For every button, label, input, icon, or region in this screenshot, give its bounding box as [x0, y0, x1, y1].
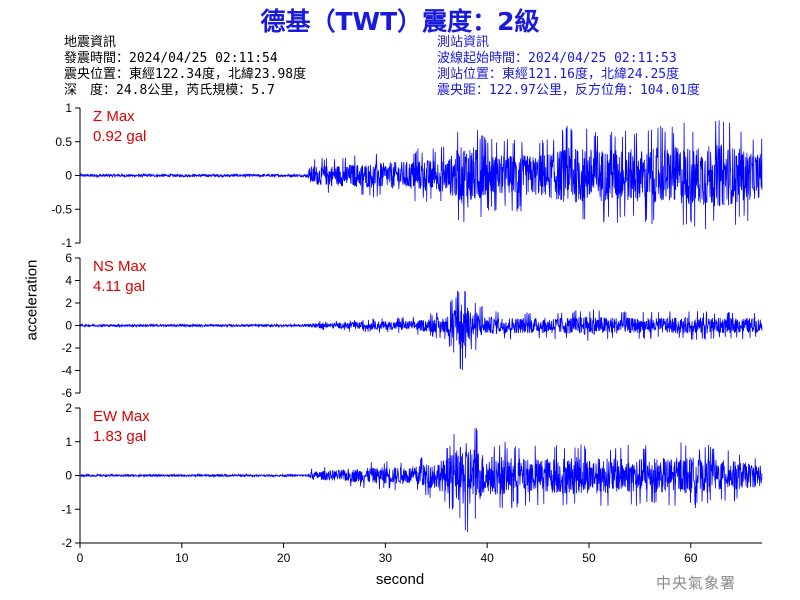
ns-peak-name: NS Max [93, 258, 147, 275]
station-info-heading: 測站資訊 [437, 35, 490, 50]
station-info-panel: 測站資訊 波線起始時間：2024/04/25 02:11:53 測站位置：東經121… [437, 35, 700, 99]
ew-y-tick-label: 0 [65, 469, 72, 483]
ew-peak-name: EW Max [93, 408, 150, 425]
ns-trace [79, 290, 763, 371]
y-axis-label: acceleration [23, 259, 41, 341]
x-tick-label: 60 [684, 551, 698, 565]
z-peak-value: 0.92 gal [93, 128, 147, 145]
x-tick-label: 50 [582, 551, 596, 565]
x-tick-label: 30 [379, 551, 393, 565]
chart-title: 德基（TWT）震度：2級 [260, 7, 540, 36]
z-y-tick-label: -1 [61, 236, 72, 250]
ns-y-tick-label: -6 [61, 386, 72, 400]
quake-info-heading: 地震資訊 [64, 35, 117, 50]
ns-y-tick-label: 2 [65, 296, 72, 310]
x-tick-label: 20 [277, 551, 291, 565]
agency-watermark: 中央氣象署 [656, 574, 737, 592]
origin-time: 發震時間：2024/04/25 02:11:54 [64, 51, 278, 66]
z-y-tick-label: 0.5 [55, 135, 72, 149]
ew-trace [79, 428, 763, 533]
ns-y-tick-label: -2 [61, 341, 72, 355]
x-axis-label: second [375, 571, 425, 588]
wave-start-time: 波線起始時間：2024/04/25 02:11:53 [437, 51, 677, 66]
station-location: 測站位置：東經121.16度，北緯24.25度 [437, 67, 680, 82]
depth-magnitude: 深 度：24.8公里，芮氏規模：5.7 [64, 83, 275, 98]
z-y-tick-label: 0 [65, 169, 72, 183]
x-tick-label: 40 [480, 551, 494, 565]
ew-y-tick-label: -2 [61, 536, 72, 550]
ns-y-tick-label: 6 [65, 251, 72, 265]
ns-y-tick-label: -4 [61, 364, 72, 378]
ns-peak-value: 4.11 gal [93, 278, 146, 295]
z-peak-name: Z Max [93, 108, 135, 125]
quake-info-panel: 地震資訊 發震時間：2024/04/25 02:11:54 震央位置：東經122.3… [64, 35, 306, 99]
ew-y-tick-label: 1 [65, 435, 72, 449]
epicentral-distance: 震央距：122.97公里，反方位角：104.01度 [437, 83, 700, 98]
ns-y-tick-label: 4 [65, 274, 72, 288]
ew-peak-value: 1.83 gal [93, 428, 147, 445]
z-y-tick-label: -0.5 [51, 202, 72, 216]
epicenter: 震央位置：東經122.34度，北緯23.98度 [64, 67, 307, 82]
x-tick-label: 10 [175, 551, 189, 565]
z-trace [79, 120, 763, 230]
z-y-tick-label: 1 [65, 101, 72, 115]
ns-y-tick-label: 0 [65, 319, 72, 333]
x-tick-label: 0 [77, 551, 84, 565]
ew-y-tick-label: -1 [61, 502, 72, 516]
ew-y-tick-label: 2 [65, 401, 72, 415]
